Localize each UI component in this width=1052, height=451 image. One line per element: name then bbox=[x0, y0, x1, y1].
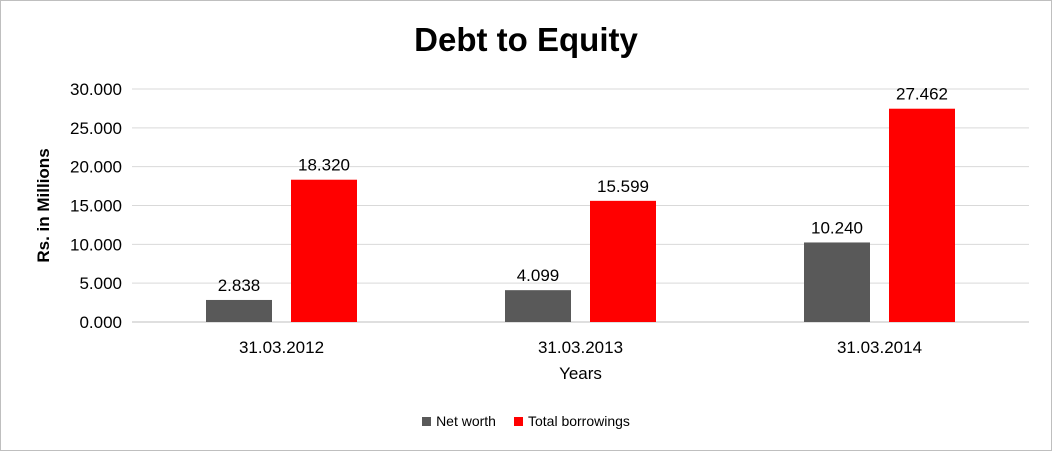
bar bbox=[206, 299, 272, 322]
y-tick-label: 0.000 bbox=[79, 313, 122, 332]
bar bbox=[889, 108, 955, 323]
y-axis-title: Rs. in Millions bbox=[34, 148, 53, 262]
y-tick-label: 25.000 bbox=[70, 119, 122, 138]
chart-legend: Net worth Total borrowings bbox=[1, 413, 1051, 429]
data-label: 27.462 bbox=[896, 85, 948, 104]
data-label: 10.240 bbox=[811, 218, 863, 237]
bar bbox=[291, 179, 357, 322]
data-label: 15.599 bbox=[597, 177, 649, 196]
legend-label: Total borrowings bbox=[527, 413, 630, 429]
data-label: 2.838 bbox=[218, 276, 261, 295]
bar bbox=[505, 290, 571, 322]
x-axis-title: Years bbox=[559, 364, 602, 383]
legend-swatch bbox=[513, 416, 523, 426]
legend-label: Net worth bbox=[436, 413, 496, 429]
data-label: 18.320 bbox=[298, 156, 350, 175]
x-tick-label: 31.03.2012 bbox=[239, 338, 324, 357]
y-tick-label: 20.000 bbox=[70, 158, 122, 177]
x-tick-label: 31.03.2013 bbox=[538, 338, 623, 357]
legend-item: Total borrowings bbox=[513, 413, 630, 429]
y-tick-label: 15.000 bbox=[70, 197, 122, 216]
y-tick-label: 10.000 bbox=[70, 235, 122, 254]
bar bbox=[804, 242, 870, 322]
data-label: 4.099 bbox=[517, 266, 560, 285]
x-tick-label: 31.03.2014 bbox=[837, 338, 922, 357]
bar bbox=[590, 200, 656, 322]
legend-item: Net worth bbox=[422, 413, 496, 429]
y-tick-label: 30.000 bbox=[70, 80, 122, 99]
y-tick-label: 5.000 bbox=[79, 274, 122, 293]
chart-title: Debt to Equity bbox=[414, 21, 638, 58]
legend-swatch bbox=[422, 416, 432, 426]
